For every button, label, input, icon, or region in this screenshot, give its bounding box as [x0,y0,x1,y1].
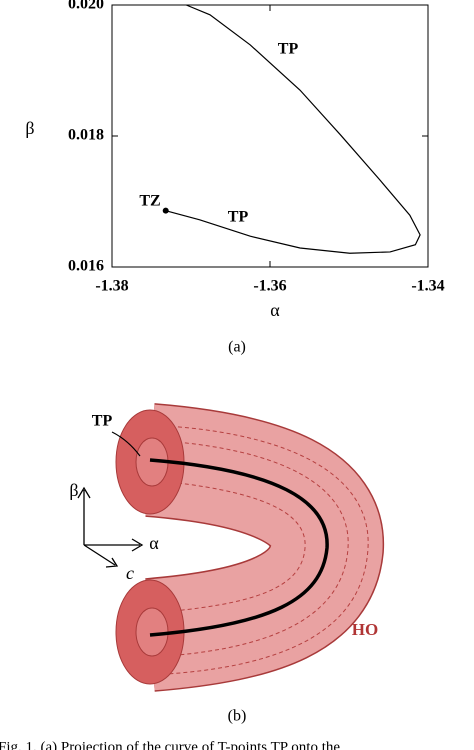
plot-frame [111,4,429,268]
dashed-line [149,424,369,676]
x-tick-label: -1.36 [253,278,286,295]
tz-point [162,207,169,214]
curve [165,4,421,254]
alpha-label: α [149,533,159,553]
pointer [111,431,141,457]
tp-curve [149,458,329,637]
tube-inner [135,607,169,657]
x-axis-label: α [270,300,280,320]
ho-label: HO [352,620,378,639]
y-tick-label: 0.020 [68,0,104,13]
caption-b: (b) [228,708,247,725]
figure-caption: Fig. 1. (a) Projection of the curve of T… [0,739,340,750]
annotation: TP [228,209,249,226]
c-label: c [126,563,134,583]
dashed-line [149,439,349,658]
dashed-line [149,479,306,614]
annotation: TP [278,41,299,58]
caption-a: (a) [228,339,246,356]
y-tick-label: 0.016 [68,258,104,275]
axes-arrows [77,486,144,568]
tube-diagram: TP β α c HO (b) [69,403,385,725]
x-tick-label: -1.34 [411,278,444,295]
beta-label: β [69,480,78,500]
annotation: TZ [139,193,160,210]
y-tick-label: 0.018 [68,127,104,144]
x-tick-label: -1.38 [95,278,128,295]
y-axis-label: β [25,118,34,138]
tp-label: TP [92,413,113,430]
